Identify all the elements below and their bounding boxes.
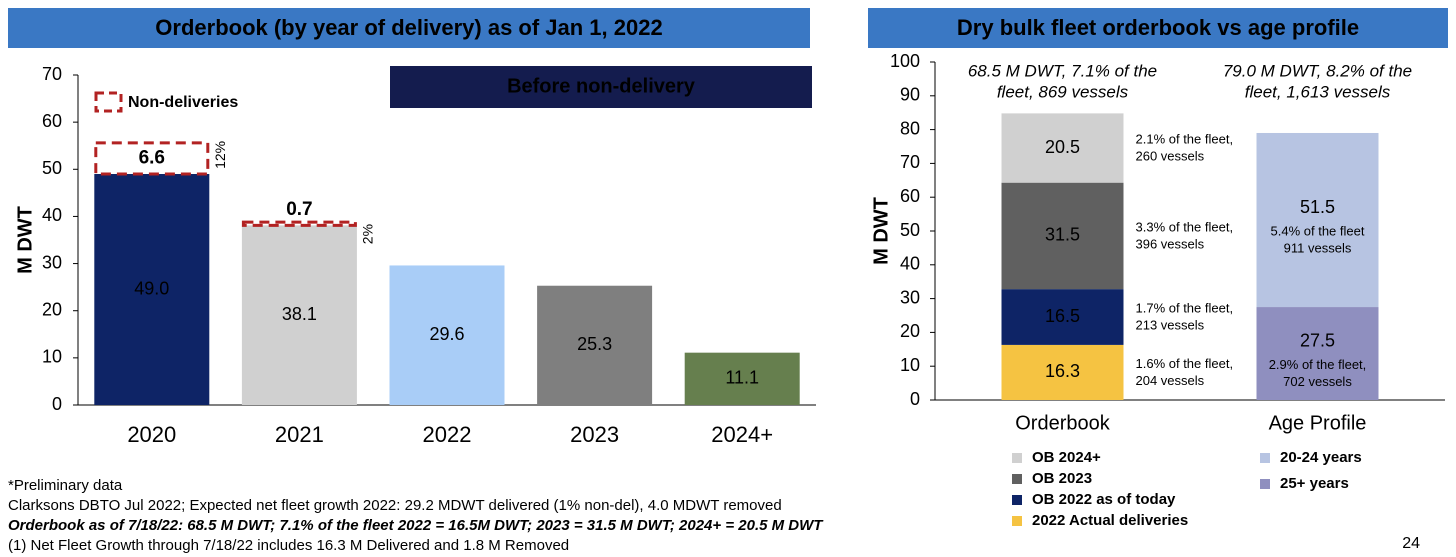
legend-swatch xyxy=(1260,479,1270,489)
y-tick-label: 50 xyxy=(42,158,62,178)
value-label: 29.6 xyxy=(429,324,464,344)
footnote: Orderbook as of 7/18/22: 68.5 M DWT; 7.1… xyxy=(8,517,824,534)
segment-note: 5.4% of the fleet xyxy=(1271,223,1365,238)
bar-segment xyxy=(1256,132,1379,308)
banner-text: Before non-delivery xyxy=(507,75,696,97)
legend-swatch xyxy=(1012,516,1022,526)
y-axis-label: M DWT xyxy=(14,206,36,274)
y-tick-label: 80 xyxy=(900,118,920,138)
y-tick-label: 100 xyxy=(890,51,920,71)
segment-note: 1.7% of the fleet, xyxy=(1136,300,1234,315)
y-axis-label: M DWT xyxy=(870,197,892,265)
bar-segment xyxy=(1001,289,1124,345)
y-tick-label: 60 xyxy=(900,186,920,206)
value-label: 11.1 xyxy=(725,368,759,388)
banner xyxy=(390,66,812,108)
bar-segment xyxy=(684,352,800,405)
segment-note: 702 vessels xyxy=(1283,374,1352,389)
bar-segment xyxy=(389,265,505,405)
value-label: 6.6 xyxy=(139,147,165,168)
bar-segment xyxy=(1256,307,1379,400)
footnote: *Preliminary data xyxy=(8,477,123,494)
footnote: (1) Net Fleet Growth through 7/18/22 inc… xyxy=(8,537,569,554)
y-tick-label: 30 xyxy=(900,287,920,307)
y-tick-label: 0 xyxy=(52,394,62,414)
x-tick-label: Orderbook xyxy=(1015,412,1110,434)
x-tick-label: 2022 xyxy=(423,422,472,447)
segment-note: 213 vessels xyxy=(1136,317,1205,332)
segment-note: 2.9% of the fleet, xyxy=(1269,357,1367,372)
value-label: 16.3 xyxy=(1045,361,1080,381)
segment-note: 911 vessels xyxy=(1284,240,1352,255)
x-tick-label: 2023 xyxy=(570,422,619,447)
bar-segment xyxy=(94,174,210,405)
legend-swatch xyxy=(1012,495,1022,505)
footnote: Clarksons DBTO Jul 2022; Expected net fl… xyxy=(8,497,782,514)
bar-segment xyxy=(537,285,653,405)
value-label: 20.5 xyxy=(1045,137,1080,157)
legend-label: 20-24 years xyxy=(1280,449,1362,466)
legend-label: OB 2022 as of today xyxy=(1032,491,1176,508)
legend-swatch xyxy=(94,91,123,113)
y-tick-label: 50 xyxy=(900,220,920,240)
side-label: 2% xyxy=(360,224,376,244)
legend-swatch xyxy=(1012,453,1022,463)
y-tick-label: 10 xyxy=(42,347,62,367)
chart-title: Orderbook (by year of delivery) as of Ja… xyxy=(155,15,662,40)
bar-segment xyxy=(1001,344,1124,400)
segment-note: 260 vessels xyxy=(1136,148,1205,163)
segment-note: 1.6% of the fleet, xyxy=(1136,356,1234,371)
y-tick-label: 90 xyxy=(900,85,920,105)
legend-label: OB 2023 xyxy=(1032,470,1092,487)
bar-segment xyxy=(1001,113,1124,183)
value-label: 27.5 xyxy=(1300,330,1335,350)
legend-label: 2022 Actual deliveries xyxy=(1032,512,1188,529)
title-bar xyxy=(868,8,1448,48)
segment-note: 2.1% of the fleet, xyxy=(1136,131,1234,146)
y-tick-label: 40 xyxy=(42,205,62,225)
y-tick-label: 70 xyxy=(900,152,920,172)
y-tick-label: 20 xyxy=(900,321,920,341)
legend-swatch xyxy=(1012,474,1022,484)
y-tick-label: 30 xyxy=(42,252,62,272)
segment-note: 3.3% of the fleet, xyxy=(1136,219,1234,234)
y-tick-label: 0 xyxy=(910,389,920,409)
value-label: 25.3 xyxy=(577,334,612,354)
value-label: 0.7 xyxy=(286,199,312,220)
segment-note: 204 vessels xyxy=(1136,373,1205,388)
bar-segment xyxy=(241,225,357,405)
y-tick-label: 70 xyxy=(42,64,62,84)
value-label: 49.0 xyxy=(134,278,169,298)
top-label: 68.5 M DWT, 7.1% of the xyxy=(968,61,1157,80)
value-label: 16.5 xyxy=(1045,306,1080,326)
side-label: 12% xyxy=(212,141,228,169)
x-tick-label: 2020 xyxy=(127,422,176,447)
top-label: fleet, 869 vessels xyxy=(997,82,1129,101)
y-tick-label: 20 xyxy=(42,299,62,319)
title-bar xyxy=(8,8,810,48)
bar-segment xyxy=(1001,182,1124,290)
value-label: 38.1 xyxy=(282,304,317,324)
value-label: 51.5 xyxy=(1300,197,1335,217)
top-label: 79.0 M DWT, 8.2% of the xyxy=(1223,61,1412,80)
legend-label: OB 2024+ xyxy=(1032,449,1101,466)
segment-note: 396 vessels xyxy=(1136,236,1205,251)
legend-label: 25+ years xyxy=(1280,475,1349,492)
non-delivery-box xyxy=(94,141,210,176)
x-tick-label: 2021 xyxy=(275,422,324,447)
value-label: 31.5 xyxy=(1045,225,1080,245)
chart-title: Dry bulk fleet orderbook vs age profile xyxy=(957,15,1359,40)
legend-label: Non-deliveries xyxy=(128,94,238,111)
x-tick-label: 2024+ xyxy=(711,422,773,447)
non-delivery-box xyxy=(241,220,357,227)
page-number: 24 xyxy=(1402,535,1420,552)
top-label: fleet, 1,613 vessels xyxy=(1245,82,1391,101)
y-tick-label: 10 xyxy=(900,355,920,375)
y-tick-label: 40 xyxy=(900,254,920,274)
legend-swatch xyxy=(1260,453,1270,463)
y-tick-label: 60 xyxy=(42,111,62,131)
x-tick-label: Age Profile xyxy=(1269,412,1367,434)
